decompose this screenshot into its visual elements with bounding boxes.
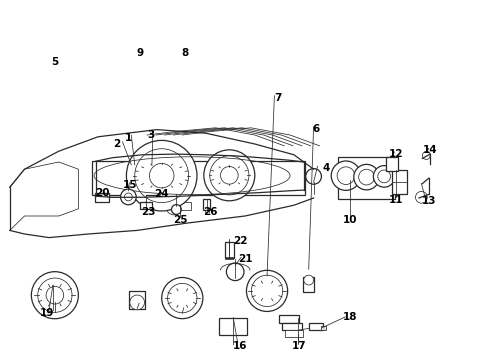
Bar bbox=[92, 161, 305, 195]
Circle shape bbox=[220, 166, 238, 184]
Bar bbox=[203, 199, 210, 210]
Circle shape bbox=[44, 290, 62, 307]
Bar bbox=[43, 293, 50, 298]
Bar bbox=[129, 291, 145, 309]
Circle shape bbox=[149, 163, 174, 188]
Bar bbox=[279, 315, 299, 323]
Circle shape bbox=[126, 140, 197, 211]
Text: 26: 26 bbox=[203, 207, 218, 217]
Circle shape bbox=[354, 165, 379, 190]
Bar bbox=[234, 328, 246, 335]
Text: 11: 11 bbox=[389, 195, 403, 205]
Text: 9: 9 bbox=[136, 48, 143, 58]
Circle shape bbox=[304, 275, 314, 285]
Text: 1: 1 bbox=[125, 132, 132, 143]
Circle shape bbox=[226, 263, 244, 281]
Text: 20: 20 bbox=[95, 188, 109, 198]
Bar bbox=[282, 323, 302, 330]
Bar bbox=[220, 328, 232, 335]
Text: 15: 15 bbox=[122, 180, 137, 190]
Circle shape bbox=[168, 283, 197, 313]
Text: 10: 10 bbox=[343, 215, 358, 225]
Bar bbox=[220, 319, 232, 326]
Circle shape bbox=[422, 152, 430, 159]
Bar bbox=[38, 286, 68, 308]
Circle shape bbox=[337, 167, 355, 185]
Bar bbox=[95, 193, 109, 202]
Text: 23: 23 bbox=[141, 207, 155, 217]
Text: 18: 18 bbox=[343, 312, 358, 322]
Bar bbox=[303, 277, 314, 292]
Text: 12: 12 bbox=[389, 149, 403, 159]
Circle shape bbox=[121, 189, 136, 205]
Circle shape bbox=[124, 193, 132, 201]
Bar bbox=[338, 157, 395, 199]
Circle shape bbox=[210, 156, 249, 195]
Circle shape bbox=[204, 150, 255, 201]
Text: 3: 3 bbox=[147, 130, 154, 140]
Circle shape bbox=[46, 287, 64, 304]
Circle shape bbox=[135, 149, 189, 203]
Text: 14: 14 bbox=[423, 145, 438, 156]
Circle shape bbox=[359, 169, 374, 185]
Text: 5: 5 bbox=[51, 57, 58, 67]
Text: 24: 24 bbox=[154, 189, 169, 199]
Bar bbox=[177, 202, 191, 210]
Circle shape bbox=[162, 278, 203, 319]
Circle shape bbox=[166, 199, 182, 215]
Text: 6: 6 bbox=[313, 124, 319, 134]
Bar bbox=[321, 326, 326, 330]
Circle shape bbox=[331, 161, 361, 190]
Circle shape bbox=[38, 278, 72, 312]
Text: 16: 16 bbox=[233, 341, 247, 351]
Text: 19: 19 bbox=[39, 308, 54, 318]
Bar bbox=[225, 242, 234, 258]
Text: 13: 13 bbox=[421, 196, 436, 206]
Circle shape bbox=[172, 204, 181, 215]
Circle shape bbox=[246, 270, 288, 311]
Bar bbox=[140, 202, 152, 209]
Circle shape bbox=[251, 275, 283, 307]
Bar bbox=[219, 318, 247, 335]
Bar bbox=[392, 170, 407, 194]
Bar bbox=[386, 157, 398, 171]
Circle shape bbox=[416, 192, 427, 203]
Ellipse shape bbox=[142, 187, 172, 209]
Bar bbox=[234, 319, 246, 326]
Text: 7: 7 bbox=[274, 93, 282, 103]
Circle shape bbox=[306, 168, 321, 184]
Circle shape bbox=[373, 166, 395, 187]
Text: 4: 4 bbox=[322, 163, 330, 174]
Bar bbox=[309, 323, 323, 330]
Text: 8: 8 bbox=[182, 48, 189, 58]
Circle shape bbox=[378, 170, 391, 183]
Text: 21: 21 bbox=[238, 254, 252, 264]
Bar bbox=[285, 330, 303, 337]
Text: 22: 22 bbox=[233, 236, 247, 246]
Text: 25: 25 bbox=[173, 215, 188, 225]
Circle shape bbox=[31, 272, 78, 319]
Text: 17: 17 bbox=[292, 341, 306, 351]
Circle shape bbox=[130, 295, 145, 310]
Text: 2: 2 bbox=[113, 139, 120, 149]
